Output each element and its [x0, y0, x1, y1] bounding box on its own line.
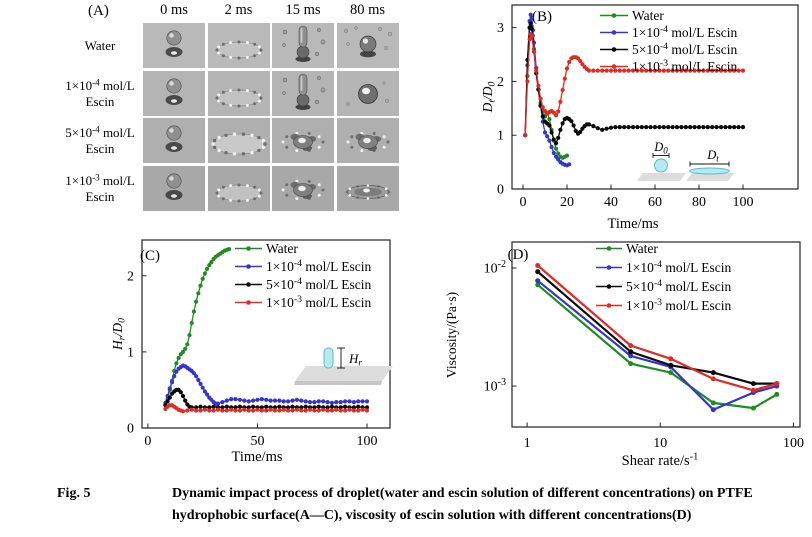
- series-escin-1e-3: [523, 31, 746, 138]
- inset-diameter-diagram: D0 Dt: [637, 140, 734, 181]
- x-tick-label: 1: [524, 436, 531, 451]
- panel-label: (D): [508, 247, 529, 263]
- row-label: Water: [84, 37, 116, 53]
- row-label: 1×10-3 mol/L Escin: [65, 171, 135, 204]
- series-escin-1e-4: [163, 363, 370, 406]
- y-tick-label: 3: [497, 21, 504, 36]
- row-label: 1×10-4 mol/L Escin: [65, 76, 135, 109]
- caption-prefix: Fig. 5: [57, 486, 91, 501]
- panel-label: (C): [140, 248, 160, 264]
- legend-label: 1×10-3 mol/L Escin: [626, 297, 731, 313]
- droplet-photo-jet: [272, 71, 334, 116]
- x-tick-label: 100: [783, 436, 804, 451]
- x-axis-label: Time/ms: [607, 216, 658, 232]
- droplet-photo-bounce: [336, 23, 399, 68]
- x-tick-label: 100: [356, 434, 377, 449]
- x-tick-label: 10: [653, 436, 667, 451]
- x-tick-label: 0: [144, 434, 151, 449]
- y-tick-label: 2: [497, 75, 504, 90]
- legend-label: 1×10-4 mol/L Escin: [266, 258, 371, 274]
- series-water: [163, 247, 232, 408]
- row-label: 5×10-4 mol/L Escin: [65, 123, 135, 156]
- legend-label: 1×10-4 mol/L Escin: [632, 24, 737, 40]
- droplet-photo-ball: [336, 71, 399, 116]
- column-header-2ms: 2 ms: [224, 2, 253, 18]
- x-axis: 1 10 100: [524, 422, 804, 451]
- legend-label: Water: [626, 241, 658, 256]
- y-tick-label: 10-3: [484, 377, 506, 394]
- x-axis-label: Shear rate/s-1: [622, 451, 699, 469]
- x-tick-label: 40: [604, 195, 618, 210]
- legend-label: 1×10-4 mol/L Escin: [626, 259, 731, 275]
- droplet-photo-ring: [207, 71, 270, 116]
- legend-label: 1×10-3 mol/L Escin: [632, 58, 737, 74]
- legend-label: 5×10-4 mol/L Escin: [626, 278, 731, 294]
- series-escin-1e-3: [163, 403, 370, 414]
- droplet-photo-ring: [207, 23, 270, 68]
- column-header-0ms: 0 ms: [160, 2, 188, 18]
- x-axis-label: Time/ms: [231, 449, 282, 465]
- panel-a-label: (A): [88, 3, 109, 19]
- chart-c-rebound-height: 0 50 100 0 1 2 Time/ms Hr/D0 (C) Water 1×10-4 mol/…: [110, 239, 393, 465]
- y-axis-label: Hr/D0: [110, 318, 128, 351]
- series-escin-1e-3: [535, 263, 780, 393]
- droplet-photo-splat: [272, 118, 334, 163]
- x-tick-label: 80: [692, 195, 706, 210]
- legend: Water 1×10-4 mol/L Escin 5×10-4 mol/L Esci…: [235, 241, 371, 310]
- panel-a: (A) 0 ms 2 ms 15 ms 80 ms Water 1×10-4 mol/L…: [60, 0, 420, 235]
- droplet-photo-jet: [272, 23, 334, 68]
- droplet-photo-drop: [143, 23, 205, 68]
- y-tick-label: 10-2: [484, 259, 506, 276]
- column-header-15ms: 15 ms: [285, 2, 321, 18]
- x-axis: 0 50 100: [144, 423, 377, 449]
- plot-box: [511, 241, 801, 428]
- legend-label: Water: [632, 8, 664, 23]
- y-axis: 10-2 10-3: [484, 259, 517, 395]
- caption-line1: Dynamic impact process of droplet(water …: [172, 486, 753, 501]
- y-tick-label: 2: [127, 269, 134, 284]
- x-tick-label: 50: [250, 434, 264, 449]
- droplet-photo-splat: [272, 166, 334, 211]
- inset-label-dt: Dt: [706, 148, 719, 164]
- y-tick-label: 0: [497, 183, 504, 198]
- droplet-photo-disk: [207, 118, 270, 163]
- chart-d-viscosity: 1 10 100 10-2 10-3 Shear rate/s-1 Viscosity/(P…: [444, 241, 804, 469]
- inset-height-diagram: Hr: [294, 347, 393, 385]
- x-tick-label: 100: [733, 195, 754, 210]
- legend-label: 5×10-4 mol/L Escin: [266, 276, 371, 292]
- panel-label: (B): [532, 9, 552, 25]
- column-header-80ms: 80 ms: [349, 2, 386, 18]
- y-axis: 0 1 2 3: [497, 21, 517, 198]
- legend-label: Water: [266, 241, 298, 256]
- y-tick-label: 0: [127, 422, 134, 437]
- x-tick-label: 20: [560, 195, 574, 210]
- y-axis: 0 1 2: [127, 269, 147, 437]
- y-axis-label: Viscosity/(Pa·s): [444, 292, 459, 378]
- y-tick-label: 1: [127, 345, 134, 360]
- x-axis: 0 20 40 60 80 100: [520, 184, 754, 210]
- legend: Water 1×10-4 mol/L Escin 5×10-4 mol/L Esci…: [596, 241, 731, 313]
- x-tick-label: 60: [648, 195, 662, 210]
- droplet-photo-splat: [336, 118, 399, 163]
- droplet-photo-pancake: [336, 166, 399, 211]
- y-axis-label: Dt/D0: [480, 81, 498, 113]
- y-tick-label: 1: [497, 129, 504, 144]
- droplet-photo-drop: [143, 71, 205, 116]
- plot-box: [141, 239, 391, 429]
- legend-label: 5×10-4 mol/L Escin: [632, 41, 737, 57]
- inset-label-hr: Hr: [348, 351, 362, 369]
- inset-label-d0: D0: [653, 140, 668, 156]
- droplet-photo-drop: [143, 118, 205, 163]
- caption-line2: hydrophobic surface(A—C), viscosity of e…: [172, 508, 692, 523]
- droplet-photo-ring: [207, 166, 270, 211]
- legend-label: 1×10-3 mol/L Escin: [266, 294, 371, 310]
- x-tick-label: 0: [520, 195, 527, 210]
- droplet-photo-drop: [143, 166, 205, 211]
